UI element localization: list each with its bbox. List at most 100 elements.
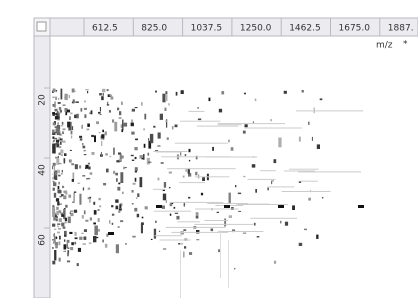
spot <box>162 206 165 209</box>
ruler-label: 1675.0 <box>339 24 371 34</box>
spot <box>182 243 183 245</box>
spot <box>70 212 71 214</box>
spot <box>80 138 83 140</box>
spot <box>86 129 89 131</box>
spot <box>99 198 101 200</box>
spot <box>83 146 86 149</box>
spot <box>148 162 151 163</box>
spot <box>299 243 303 246</box>
spot <box>56 128 59 132</box>
spot <box>114 122 117 132</box>
spot <box>93 202 95 205</box>
spot <box>131 155 134 156</box>
spot <box>155 221 156 223</box>
spot <box>224 205 230 208</box>
spot <box>142 158 144 160</box>
spot <box>74 210 77 213</box>
spot <box>55 245 58 248</box>
spot <box>234 268 235 270</box>
spot <box>143 154 144 160</box>
spot <box>141 224 143 234</box>
spot <box>175 125 178 128</box>
spot <box>135 171 137 173</box>
spot <box>155 91 157 93</box>
spot <box>85 220 88 222</box>
spot <box>98 112 101 114</box>
spot <box>201 193 203 196</box>
spot <box>243 176 245 177</box>
streak <box>236 204 270 205</box>
spot <box>103 183 106 185</box>
streak <box>156 152 181 153</box>
spot <box>113 171 115 174</box>
spot <box>90 172 93 175</box>
spot <box>59 107 61 110</box>
spot <box>159 231 160 232</box>
spot <box>158 178 160 181</box>
spot <box>84 150 86 151</box>
spot <box>183 176 185 178</box>
ruler-label: 1037.5 <box>191 24 223 34</box>
spot <box>96 237 99 238</box>
spot <box>132 160 134 161</box>
spot <box>132 203 134 204</box>
spot <box>198 107 199 108</box>
spot <box>63 227 66 229</box>
spot <box>84 154 87 155</box>
spot <box>82 215 84 219</box>
spot <box>112 119 114 122</box>
corner-button[interactable] <box>37 22 46 31</box>
spot <box>57 224 60 225</box>
spot <box>278 205 284 208</box>
spot <box>101 141 102 146</box>
spot <box>91 135 94 137</box>
spot <box>284 91 287 94</box>
spot <box>67 240 70 243</box>
spot <box>255 189 257 193</box>
axis-marker: * <box>403 40 408 50</box>
spot <box>278 138 281 148</box>
spot <box>91 110 93 114</box>
spot <box>312 137 313 141</box>
streak <box>179 182 205 183</box>
spot <box>320 98 323 100</box>
spot <box>61 89 63 100</box>
spot <box>54 165 55 172</box>
spot <box>52 225 55 226</box>
spot <box>69 116 71 120</box>
spot <box>84 210 86 214</box>
spot <box>52 130 55 134</box>
spot <box>110 95 113 97</box>
spot <box>184 246 186 248</box>
spot <box>52 146 53 149</box>
spot <box>65 193 67 195</box>
spot <box>170 203 173 206</box>
spot <box>118 211 120 213</box>
spot <box>53 163 56 166</box>
spot <box>89 243 92 244</box>
streak <box>218 124 242 125</box>
spot <box>82 125 83 129</box>
streak <box>267 186 294 187</box>
ruler-label: 1250.0 <box>240 24 272 34</box>
spot <box>108 232 114 235</box>
spot <box>56 140 59 143</box>
spot <box>54 193 56 198</box>
spot <box>308 122 310 125</box>
spot <box>189 160 190 162</box>
spot <box>85 168 86 169</box>
spot <box>53 122 56 125</box>
spot <box>135 107 138 108</box>
spot <box>141 222 144 225</box>
spot <box>87 91 88 93</box>
streak <box>282 191 331 192</box>
spot <box>99 205 101 207</box>
streak <box>189 111 205 112</box>
spot <box>156 205 162 208</box>
spot <box>120 220 123 222</box>
spot <box>57 202 59 206</box>
spot <box>136 198 137 199</box>
spot <box>244 93 246 95</box>
spot <box>78 183 81 184</box>
spot <box>268 188 269 191</box>
